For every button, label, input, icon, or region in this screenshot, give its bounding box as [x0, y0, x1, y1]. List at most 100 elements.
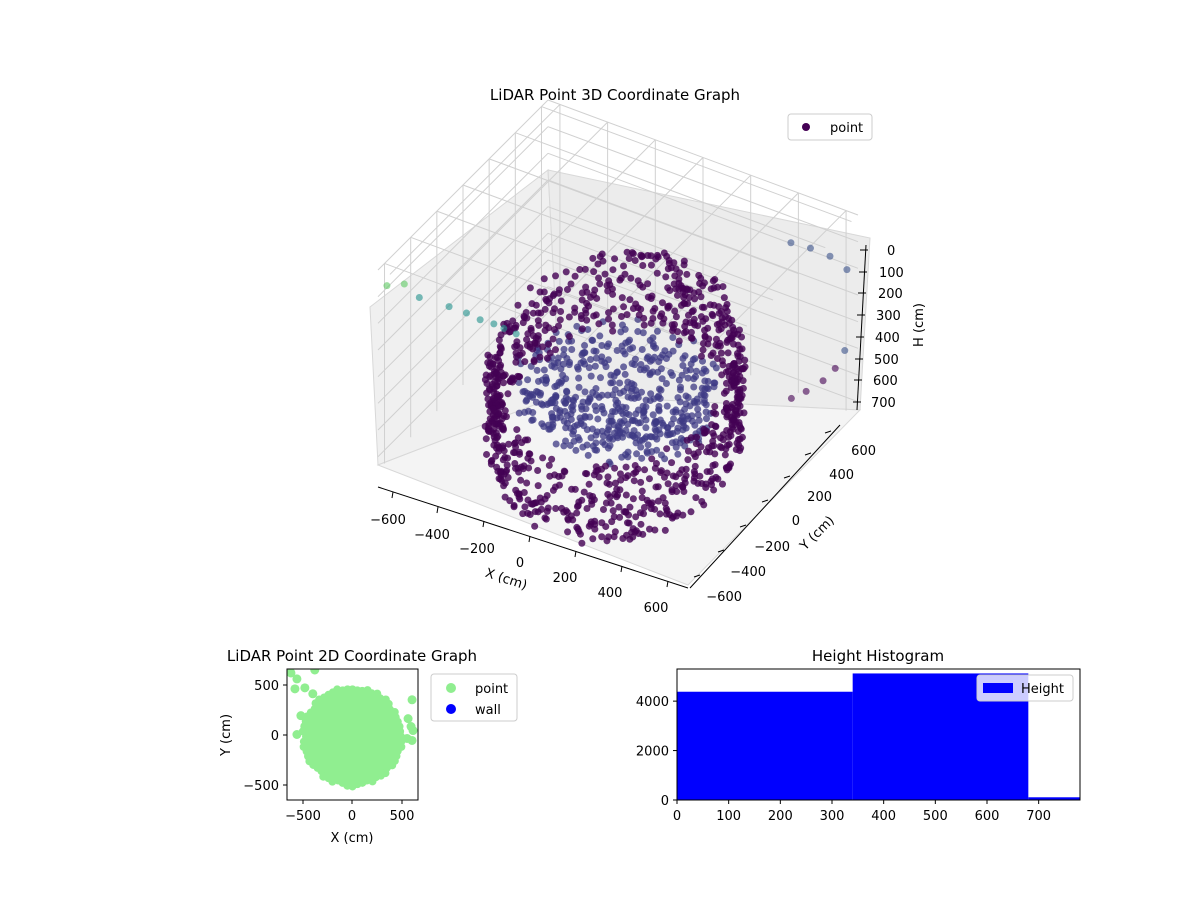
point-marker [725, 349, 732, 356]
point-marker [483, 435, 490, 442]
point-marker [555, 354, 562, 361]
point-outlier [788, 395, 795, 402]
point-marker [490, 405, 497, 412]
point-marker [589, 425, 596, 432]
point-marker [596, 280, 603, 287]
point-marker [593, 355, 600, 362]
point-marker [732, 411, 739, 418]
point-marker [576, 384, 583, 391]
point-marker [700, 346, 707, 353]
point-marker [564, 286, 571, 293]
point-marker [736, 358, 743, 365]
point-marker [688, 412, 695, 419]
point-marker [556, 409, 563, 416]
point-marker [589, 535, 596, 542]
point-marker [626, 346, 633, 353]
point-marker [679, 419, 686, 426]
z-tick-label: 600 [873, 374, 898, 389]
point-marker [729, 324, 736, 331]
point-marker [538, 499, 545, 506]
point-marker [649, 334, 656, 341]
point-marker [637, 479, 644, 486]
point-marker [511, 449, 518, 456]
point-marker [644, 450, 651, 457]
point-marker [644, 280, 651, 287]
point-marker [650, 411, 657, 418]
point-outlier [446, 303, 453, 310]
legend-3d-label: point [830, 121, 863, 136]
point-marker [537, 392, 544, 399]
point-marker [573, 510, 580, 517]
point-marker [557, 316, 564, 323]
point-marker [710, 361, 717, 368]
x-tick-label: −400 [414, 528, 450, 543]
point-marker [578, 403, 585, 410]
point-marker [718, 350, 725, 357]
point-marker [549, 414, 556, 421]
point-marker [553, 441, 560, 448]
point-marker [622, 371, 629, 378]
point-marker [654, 394, 661, 401]
point-marker [700, 501, 707, 508]
point-marker [662, 527, 669, 534]
point-marker [632, 469, 639, 476]
point-marker [605, 423, 612, 430]
point-marker [561, 398, 568, 405]
point-marker [673, 313, 680, 320]
point-outlier [310, 665, 319, 674]
point-marker [683, 271, 690, 278]
point-marker [498, 331, 505, 338]
point-marker [701, 378, 708, 385]
point-marker [645, 441, 652, 448]
point-marker [520, 313, 527, 320]
point-outlier [292, 674, 301, 683]
x-tick-mark [667, 581, 668, 587]
point-marker [703, 415, 710, 422]
point-marker [561, 468, 568, 475]
point-outlier [401, 281, 408, 288]
point-marker [627, 275, 634, 282]
point-marker [664, 284, 671, 291]
point-marker [572, 486, 579, 493]
y-tick-label: 500 [254, 679, 279, 694]
point-marker [712, 474, 719, 481]
point-marker [564, 420, 571, 427]
x-tick-label: 500 [923, 809, 948, 824]
point-marker [724, 466, 731, 473]
point-marker [640, 315, 647, 322]
point-marker [679, 355, 686, 362]
point-marker [675, 285, 682, 292]
point-marker [724, 442, 731, 449]
point-marker [565, 516, 572, 523]
point-marker [719, 361, 726, 368]
point-marker [547, 426, 554, 433]
point-marker [651, 506, 658, 513]
point-marker [613, 369, 620, 376]
point-marker [556, 338, 563, 345]
point-marker [691, 422, 698, 429]
point-marker [721, 294, 728, 301]
point-marker [566, 359, 573, 366]
y-tick-label: 2000 [636, 745, 669, 760]
plot2d-ylabel: Y (cm) [219, 714, 234, 757]
point-marker [722, 304, 729, 311]
point-marker [585, 303, 592, 310]
point-marker [586, 364, 593, 371]
point-marker [699, 282, 706, 289]
point-marker [738, 426, 745, 433]
point-marker [545, 299, 552, 306]
x-tick-mark [437, 507, 438, 513]
point-marker [680, 488, 687, 495]
point-marker [709, 430, 716, 437]
point-marker [710, 350, 717, 357]
point-marker [531, 523, 538, 530]
point-marker [505, 474, 512, 481]
x-tick-label: 700 [1026, 809, 1051, 824]
point-marker [516, 490, 523, 497]
point-marker [639, 346, 646, 353]
y-tick-label: 0 [661, 794, 669, 809]
x-tick-label: 0 [348, 809, 356, 824]
point-marker [609, 328, 616, 335]
point-marker [581, 489, 588, 496]
point-marker [596, 332, 603, 339]
